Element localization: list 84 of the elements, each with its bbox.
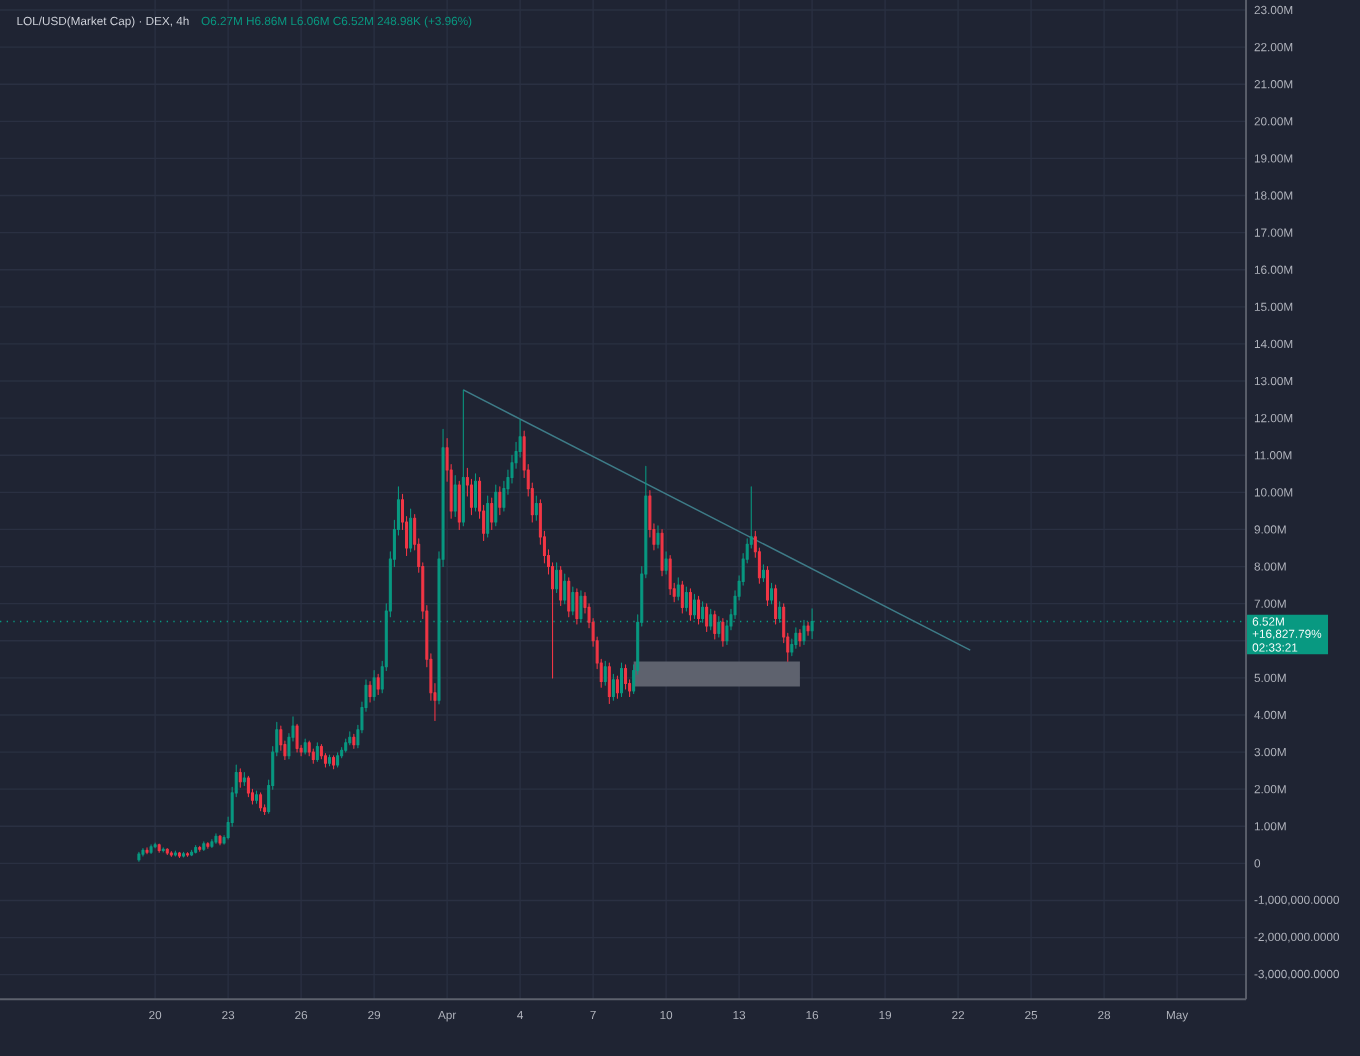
candlestick: [311, 748, 315, 764]
candlestick: [571, 586, 575, 616]
candlestick: [242, 771, 246, 787]
candlestick: [246, 775, 250, 798]
candlestick: [336, 752, 340, 768]
candlestick: [761, 564, 765, 582]
candlestick: [461, 389, 465, 527]
candlestick: [534, 495, 538, 521]
candlestick: [579, 590, 583, 623]
candlestick: [806, 621, 810, 636]
candlestick: [332, 755, 336, 770]
candlestick: [611, 673, 615, 701]
candlestick: [490, 497, 494, 530]
candlestick: [713, 610, 717, 640]
candlestick: [368, 681, 372, 703]
candlestick: [559, 566, 563, 607]
candlestick: [202, 841, 206, 851]
candlestick: [705, 603, 709, 633]
candlestick: [684, 586, 688, 612]
candlestick: [153, 842, 157, 849]
candlestick: [210, 839, 214, 848]
candlestick: [701, 601, 705, 623]
candlestick: [794, 627, 798, 649]
candlestick: [774, 584, 778, 625]
candlestick: [615, 675, 619, 699]
candlestick: [697, 595, 701, 625]
candlestick: [214, 833, 218, 844]
candlestick: [721, 617, 725, 647]
candlestick: [254, 790, 259, 804]
candlestick: [173, 850, 177, 857]
candlestick: [206, 842, 210, 849]
candlestick: [194, 845, 198, 854]
candlestick: [315, 742, 319, 762]
candlestick: [494, 484, 498, 527]
candlestick: [660, 528, 664, 577]
candlestick: [457, 480, 461, 530]
candlestick: [555, 562, 559, 594]
candlestick: [798, 629, 802, 647]
candlestick: [295, 723, 299, 753]
candlestick: [259, 792, 263, 812]
candlestick: [352, 733, 356, 749]
candlestick: [376, 673, 380, 696]
candlestick: [348, 731, 352, 746]
candlestick: [680, 580, 684, 614]
candlestick: [664, 551, 668, 575]
candlestick: [676, 577, 680, 601]
candlestick: [770, 582, 774, 605]
candlestick: [307, 740, 311, 757]
candlestick: [453, 475, 457, 518]
candlestick: [486, 495, 490, 538]
candlestick: [765, 566, 769, 607]
candlestick: [161, 847, 165, 853]
candlestick: [668, 554, 672, 595]
candlestick: [165, 848, 169, 856]
candlestick: [182, 851, 186, 858]
candlestick: [409, 508, 413, 553]
candlestick: [238, 768, 242, 788]
candlestick: [141, 848, 145, 857]
candlestick: [319, 744, 323, 760]
candlestick: [688, 588, 692, 621]
candlestick: [567, 577, 571, 618]
candlestick: [190, 849, 194, 857]
candlestick: [607, 662, 611, 705]
candlestick: [563, 573, 567, 605]
candlestick: [717, 616, 721, 638]
candlestick: [656, 525, 660, 549]
candlestick: [473, 473, 478, 512]
candlestick: [303, 738, 307, 755]
candlestick: [603, 660, 607, 686]
candlestick: [149, 844, 153, 854]
candlestick: [218, 834, 222, 846]
candlestick: [328, 754, 332, 767]
candlestick: [619, 662, 624, 697]
candlestick: [372, 669, 376, 701]
candlestick: [198, 845, 202, 852]
candlestick: [137, 851, 141, 862]
candlestick: [709, 608, 713, 631]
candlestick: [177, 851, 181, 858]
candlestick: [169, 850, 173, 857]
candlestick: [498, 486, 502, 516]
candlestick: [157, 843, 161, 853]
candlestick: [344, 738, 348, 753]
candlestick: [575, 588, 579, 625]
candlestick: [624, 664, 628, 690]
